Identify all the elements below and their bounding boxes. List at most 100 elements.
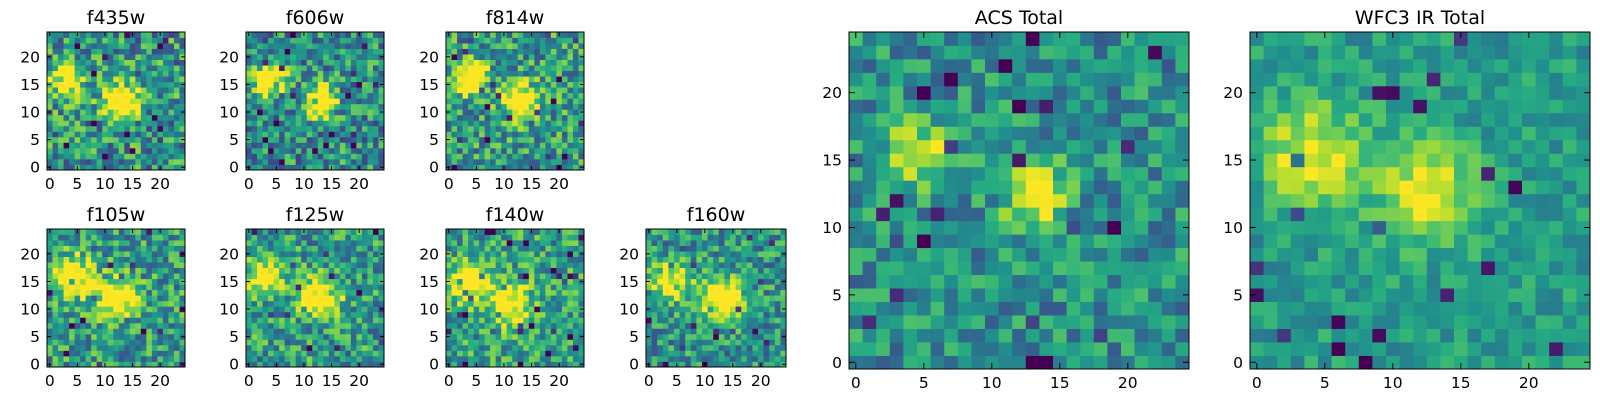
heatmap-cell (501, 98, 508, 105)
heatmap-cell (769, 355, 776, 362)
heatmap-cell (501, 317, 508, 324)
heatmap-cell (361, 251, 368, 257)
heatmap-cell (490, 158, 497, 165)
heatmap-cell (284, 136, 291, 143)
heatmap-cell (69, 328, 75, 335)
heatmap-cell (550, 131, 557, 138)
heatmap-cell (151, 76, 158, 83)
heatmap-cell (262, 37, 269, 44)
heatmap-cell (312, 300, 319, 307)
heatmap-cell (151, 32, 158, 38)
heatmap-cell (113, 98, 120, 105)
heatmap-cell (361, 153, 368, 160)
heatmap-cell (312, 278, 319, 285)
heatmap-cell (262, 43, 269, 49)
heatmap-cell (295, 87, 302, 94)
heatmap-cell (550, 125, 557, 132)
heatmap-cell (512, 322, 519, 329)
heatmap-cell (356, 153, 363, 160)
heatmap-cell (462, 256, 469, 263)
heatmap-cell (1121, 220, 1135, 235)
heatmap-cell (567, 278, 574, 285)
heatmap-cell (162, 65, 169, 72)
heatmap-cell (457, 322, 463, 329)
heatmap-cell (473, 114, 480, 121)
heatmap-cell (473, 273, 480, 280)
heatmap-cell (262, 70, 269, 77)
heatmap-cell (718, 267, 725, 274)
heatmap-cell (334, 48, 341, 55)
heatmap-cell (85, 361, 92, 368)
heatmap-cell (246, 153, 252, 160)
heatmap-cell (1093, 207, 1108, 222)
heatmap-cell (268, 339, 274, 346)
heatmap-cell (356, 125, 363, 132)
heatmap-cell (451, 70, 458, 77)
heatmap-cell (718, 295, 725, 302)
heatmap-cell (173, 109, 180, 116)
heatmap-cell (350, 54, 357, 60)
heatmap-cell (279, 344, 286, 351)
heatmap-cell (284, 251, 291, 257)
heatmap-cell (674, 322, 680, 329)
heatmap-cell (102, 300, 109, 307)
heatmap-cell (312, 267, 319, 274)
heatmap-cell (917, 220, 931, 235)
heatmap-cell (1161, 288, 1176, 302)
heatmap-cell (1066, 328, 1081, 343)
heatmap-cell (550, 76, 557, 83)
heatmap-cell (1053, 193, 1067, 208)
heatmap-cell (96, 311, 103, 318)
heatmap-cell (1025, 288, 1040, 302)
heatmap-cell (501, 273, 508, 280)
heatmap-cell (528, 70, 535, 77)
heatmap-cell (572, 240, 579, 246)
heatmap-cell (118, 229, 125, 235)
heatmap-cell (356, 295, 363, 302)
heatmap-cell (534, 147, 541, 154)
heatmap-cell (162, 103, 169, 110)
heatmap-cell (651, 262, 658, 269)
heatmap-cell (446, 262, 452, 269)
heatmap-cell (151, 48, 158, 55)
heatmap-cell (96, 355, 103, 362)
heatmap-cell (306, 59, 313, 66)
heatmap-cell (679, 284, 686, 291)
heatmap-cell (367, 153, 374, 160)
heatmap-cell (80, 48, 87, 55)
heatmap-cell (284, 70, 291, 77)
heatmap-cell (262, 65, 269, 72)
heatmap-cell (702, 339, 708, 346)
heatmap-cell (662, 328, 669, 335)
heatmap-cell (713, 245, 720, 252)
y-tick-label: 15 (20, 76, 40, 94)
heatmap-cell (140, 136, 147, 143)
heatmap-cell (124, 120, 131, 127)
heatmap-cell (328, 339, 335, 346)
heatmap-cell (107, 262, 114, 269)
heatmap-cell (528, 311, 535, 318)
heatmap-cell (268, 361, 274, 368)
heatmap-cell (124, 361, 131, 368)
heatmap-cell (378, 240, 385, 246)
heatmap-cell (284, 158, 291, 165)
heatmap-cell (118, 37, 125, 44)
heatmap-cell (107, 48, 114, 55)
heatmap-cell (506, 109, 513, 116)
heatmap-cell (512, 70, 519, 77)
heatmap-cell (462, 267, 469, 274)
heatmap-cell (96, 229, 103, 235)
heatmap-cell (1121, 247, 1135, 262)
heatmap-cell (1080, 166, 1095, 181)
heatmap-cell (118, 125, 125, 132)
heatmap-cell (312, 234, 319, 241)
heatmap-cell (279, 87, 286, 94)
heatmap-cell (113, 245, 120, 252)
heatmap-cell (473, 37, 480, 44)
heatmap-cell (457, 300, 463, 307)
heatmap-cell (179, 256, 186, 263)
heatmap-cell (356, 234, 363, 241)
heatmap-cell (356, 333, 363, 340)
heatmap-cell (151, 43, 158, 49)
